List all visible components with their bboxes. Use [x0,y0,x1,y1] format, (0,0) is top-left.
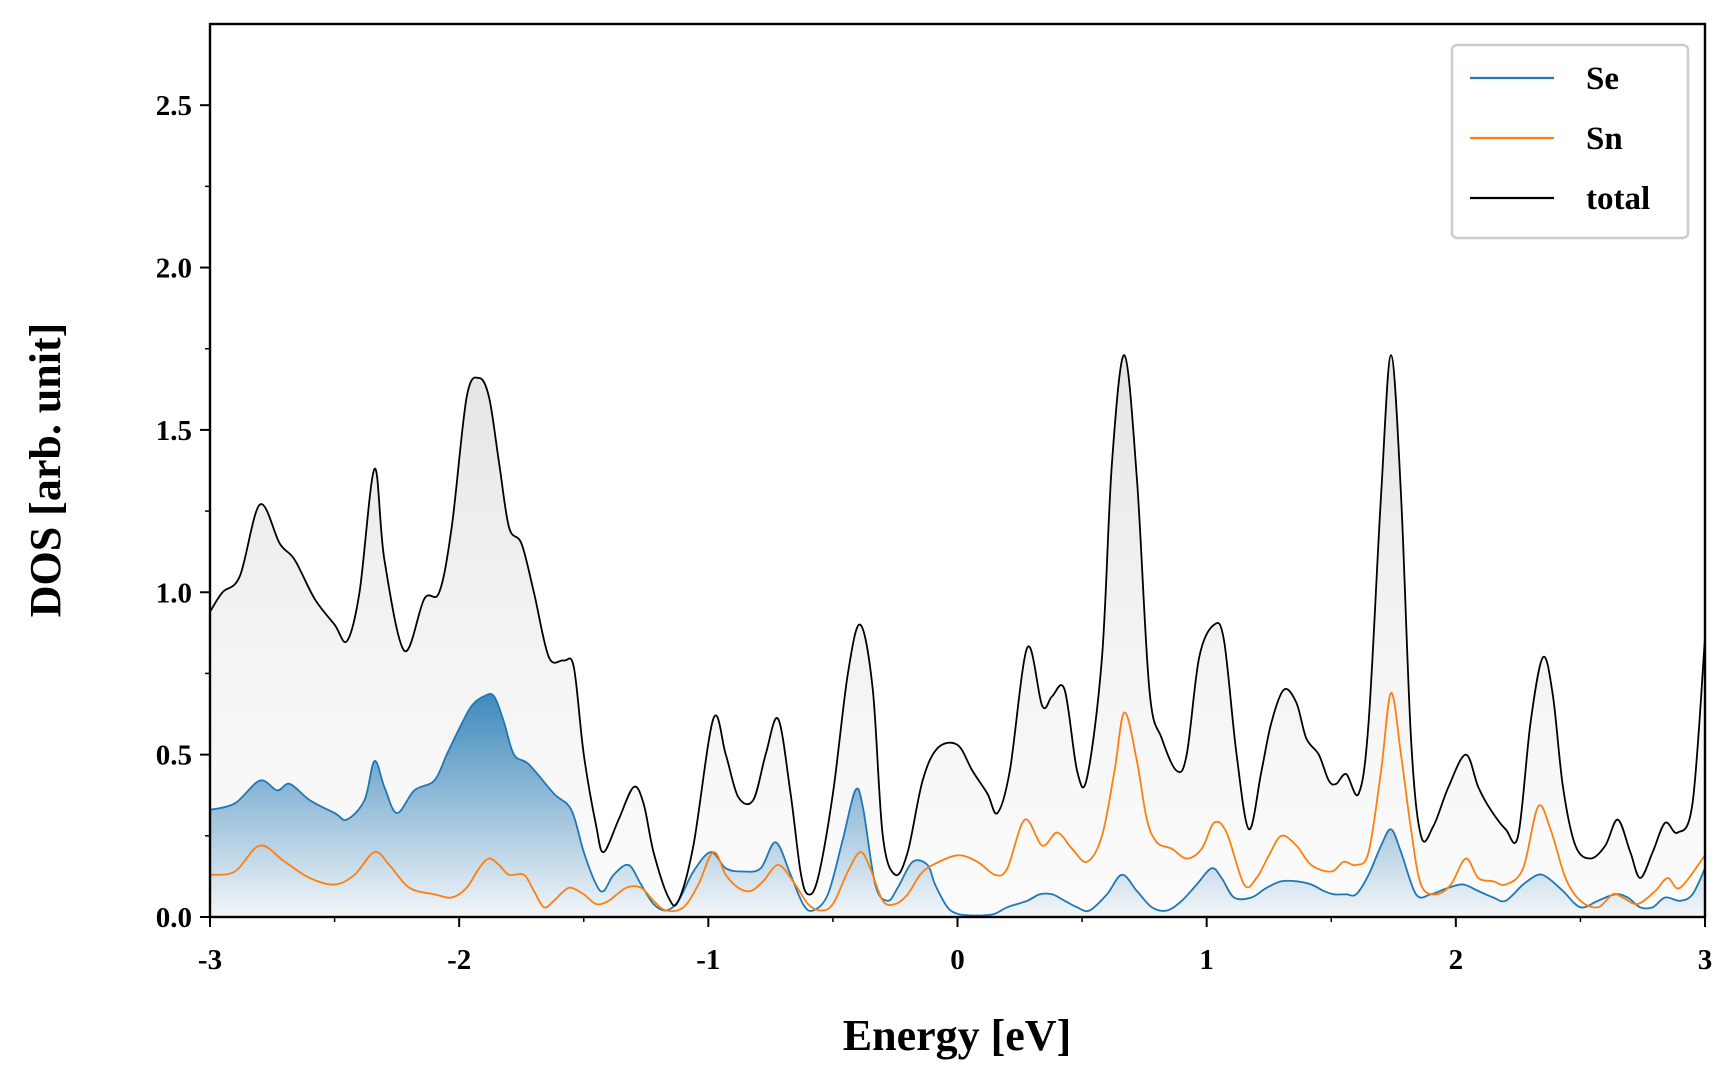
legend-box [1450,43,1690,240]
y-axis-label: DOS [arb. unit] [21,323,70,618]
x-axis: -3 -2 -1 0 1 2 3 [198,917,1712,976]
x-tick-label: -2 [447,944,471,976]
y-tick-label: 2.5 [156,90,192,122]
legend-label-total: total [1586,181,1650,217]
y-tick-label: 2.0 [156,253,192,285]
x-tick-label: -3 [198,944,222,976]
x-tick-label: 1 [1199,944,1214,976]
x-tick-label: 3 [1698,944,1713,976]
y-tick-label: 0.5 [156,740,192,772]
x-tick-label: 0 [950,944,965,976]
series-line-total [210,354,1705,907]
x-axis-label: Energy [eV] [843,1011,1072,1060]
x-tick-label: 2 [1449,944,1464,976]
x-tick-label: -1 [696,944,720,976]
series-lines [210,354,1705,917]
fill-se [210,693,1705,917]
area-fills [210,355,1705,917]
legend-label-se: Se [1586,61,1619,97]
y-tick-label: 1.5 [156,415,192,447]
legend-label-sn: Sn [1586,121,1623,157]
y-axis: 0.0 0.5 1.0 1.5 2.0 2.5 [156,90,210,934]
y-tick-label: 1.0 [156,577,192,609]
legend: Se Sn total [1450,43,1690,240]
y-tick-label: 0.0 [156,902,192,934]
series-line-sn [210,691,1705,913]
fill-total [210,355,1705,917]
